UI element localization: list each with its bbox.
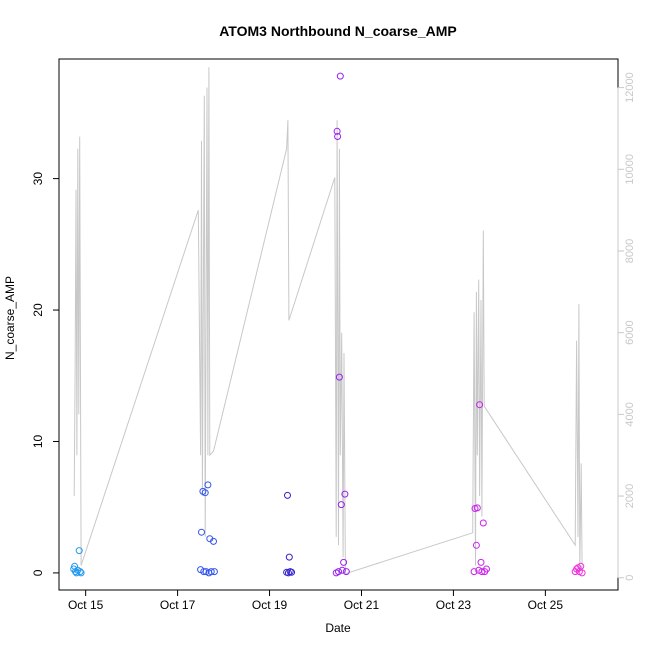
data-point — [341, 490, 349, 498]
y2-series-line — [73, 67, 583, 575]
y-tick-label: 30 — [31, 172, 45, 186]
points-layer — [70, 72, 586, 577]
x-axis: Oct 15 Oct 17 Oct 19 Oct 21 Oct 23 Oct 25 — [68, 589, 564, 612]
y-tick-label: 0 — [31, 569, 45, 576]
data-point — [335, 373, 343, 381]
y2-line-layer — [73, 67, 583, 575]
y2-tick-label: 0 — [624, 575, 636, 581]
x-axis-label: Date — [325, 621, 351, 635]
y2-axis: 0 2000 4000 6000 8000 10000 12000 — [617, 72, 636, 581]
y-tick-label: 20 — [31, 303, 45, 317]
y2-tick-label: 12000 — [624, 72, 636, 103]
y-tick-label: 10 — [31, 434, 45, 448]
data-point — [75, 547, 83, 555]
data-point — [336, 72, 344, 80]
data-point — [470, 568, 478, 576]
x-tick-label: Oct 25 — [528, 598, 564, 612]
data-point — [201, 489, 209, 497]
data-point — [477, 558, 485, 566]
x-tick-label: Oct 19 — [252, 598, 288, 612]
data-point — [338, 566, 346, 574]
data-point — [578, 569, 586, 577]
data-point — [333, 127, 341, 135]
data-point — [210, 568, 218, 576]
data-point — [476, 401, 484, 409]
y2-tick-label: 2000 — [624, 484, 636, 508]
data-point — [337, 501, 345, 509]
data-point — [200, 568, 208, 576]
data-point — [479, 519, 487, 527]
data-point — [288, 568, 296, 576]
data-point — [76, 568, 84, 576]
y2-tick-label: 6000 — [624, 320, 636, 344]
x-tick-label: Oct 21 — [344, 598, 380, 612]
data-point — [284, 569, 292, 577]
data-point — [473, 504, 481, 512]
y-axis: 0 10 20 30 — [31, 172, 60, 576]
data-point — [342, 568, 350, 576]
data-point — [340, 558, 348, 566]
chart-title: ATOM3 Northbound N_coarse_AMP — [219, 23, 457, 39]
data-point — [77, 569, 85, 577]
x-tick-label: Oct 23 — [436, 598, 472, 612]
data-point — [285, 553, 293, 561]
data-point — [210, 537, 217, 545]
y2-tick-label: 4000 — [624, 402, 636, 426]
data-point — [284, 491, 291, 499]
data-point — [198, 528, 205, 536]
y2-tick-label: 10000 — [624, 154, 636, 185]
data-point — [204, 481, 212, 489]
data-point — [207, 568, 215, 576]
data-point — [577, 562, 585, 570]
x-tick-label: Oct 15 — [68, 598, 104, 612]
y-axis-label: N_coarse_AMP — [3, 276, 17, 360]
data-point — [472, 541, 480, 549]
data-point — [335, 568, 342, 576]
data-point — [334, 133, 342, 140]
data-point — [483, 565, 490, 573]
y2-tick-label: 8000 — [624, 239, 636, 263]
x-tick-label: Oct 17 — [160, 598, 196, 612]
